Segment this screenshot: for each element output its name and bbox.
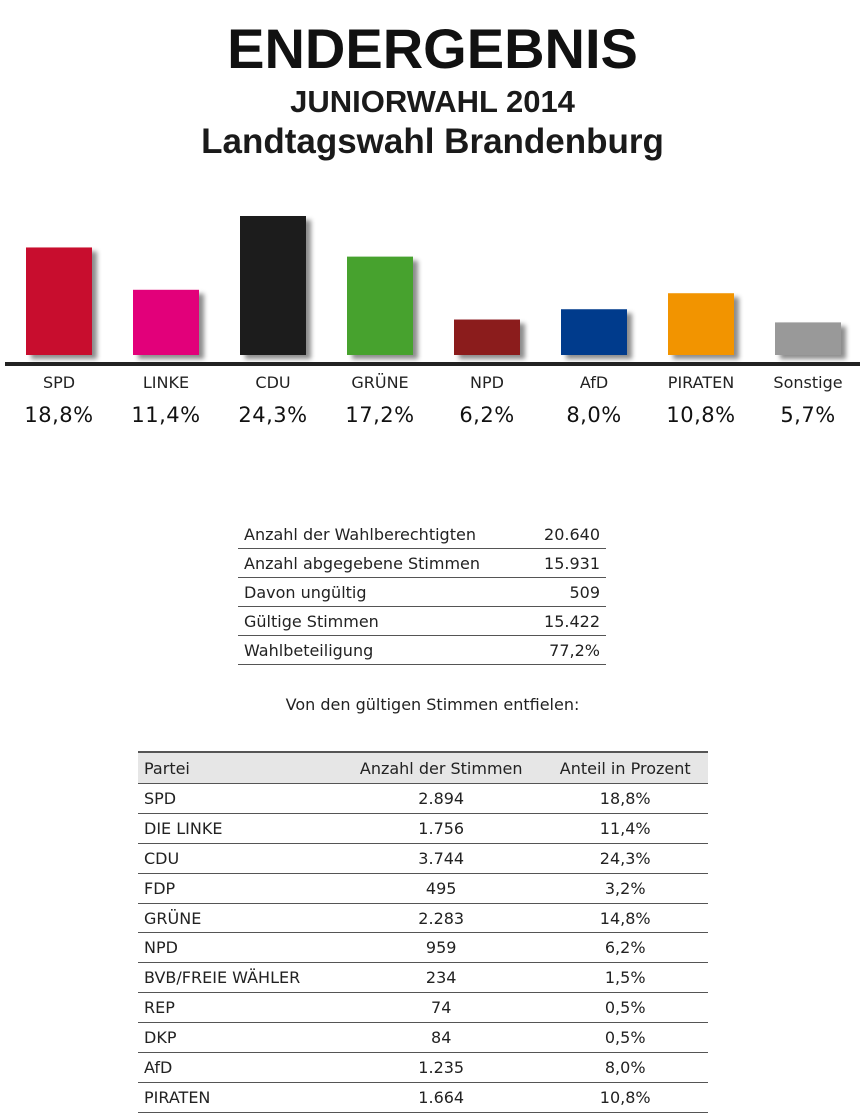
bar-sonstige — [775, 322, 841, 355]
party-cell: FDP — [138, 873, 340, 904]
tick-label: NPD — [470, 373, 504, 392]
votes-cell: 1.664 — [340, 1082, 543, 1113]
data-label: 5,7% — [780, 403, 836, 427]
page-title: ENDERGEBNIS — [227, 17, 638, 80]
table-row: BVB/FREIE WÄHLER 234 1,5% — [138, 962, 708, 994]
stats-label: Davon ungültig — [238, 577, 527, 607]
share-cell: 18,8% — [542, 783, 708, 814]
stats-value: 15.422 — [526, 606, 606, 636]
data-label: 17,2% — [345, 403, 415, 427]
party-cell: GRÜNE — [138, 903, 340, 934]
bar-npd — [454, 319, 520, 355]
bar-afd — [561, 309, 627, 355]
tick-label: GRÜNE — [351, 373, 409, 392]
table-row: AfD 1.235 8,0% — [138, 1052, 708, 1083]
votes-cell: 1.756 — [340, 813, 543, 844]
col-header-share: Anteil in Prozent — [542, 751, 708, 784]
share-cell: 11,4% — [542, 813, 708, 844]
data-label: 24,3% — [238, 403, 308, 427]
stats-label: Gültige Stimmen — [238, 606, 527, 636]
party-cell: CDU — [138, 843, 340, 874]
col-header-party: Partei — [138, 751, 340, 784]
party-cell: NPD — [138, 932, 340, 964]
share-cell: 14,8% — [542, 903, 708, 934]
stats-value: 20.640 — [526, 520, 606, 549]
bar-cdu — [240, 216, 306, 355]
stats-value: 77,2% — [526, 635, 606, 665]
table-row: DKP 84 0,5% — [138, 1022, 708, 1054]
data-label: 18,8% — [24, 403, 94, 427]
bar-spd — [26, 247, 92, 355]
stats-row: Davon ungültig 509 — [238, 577, 606, 607]
votes-cell: 1.235 — [340, 1052, 543, 1083]
share-cell: 8,0% — [542, 1052, 708, 1083]
table-row: REP 74 0,5% — [138, 992, 708, 1024]
party-cell: REP — [138, 992, 340, 1024]
party-cell: DKP — [138, 1022, 340, 1054]
party-cell: SPD — [138, 783, 340, 814]
page-subtitle-region: Landtagswahl Brandenburg — [201, 122, 664, 161]
stats-row: Wahlbeteiligung 77,2% — [238, 635, 606, 665]
share-cell: 3,2% — [542, 873, 708, 904]
table-row: PIRATEN 1.664 10,8% — [138, 1082, 708, 1113]
tick-label: PIRATEN — [667, 373, 735, 392]
chart-baseline — [5, 362, 860, 366]
share-cell: 0,5% — [542, 1022, 708, 1054]
tick-label: SPD — [42, 373, 76, 392]
party-cell: PIRATEN — [138, 1082, 340, 1113]
bar-piraten — [668, 293, 734, 355]
results-header-row: Partei Anzahl der Stimmen Anteil in Proz… — [138, 751, 708, 784]
page-subtitle: JUNIORWAHL 2014 — [290, 84, 575, 119]
votes-cell: 2.283 — [340, 903, 543, 934]
tick-label: AfD — [579, 373, 609, 392]
votes-cell: 84 — [340, 1022, 543, 1054]
votes-cell: 74 — [340, 992, 543, 1024]
share-cell: 10,8% — [542, 1082, 708, 1113]
results-intro: Von den gültigen Stimmen entfielen: — [285, 695, 580, 714]
party-cell: AfD — [138, 1052, 340, 1083]
party-cell: BVB/FREIE WÄHLER — [138, 962, 340, 994]
tick-label: LINKE — [142, 373, 190, 392]
results-table: Partei Anzahl der Stimmen Anteil in Proz… — [138, 751, 708, 1113]
share-cell: 24,3% — [542, 843, 708, 874]
share-cell: 0,5% — [542, 992, 708, 1024]
share-cell: 6,2% — [542, 932, 708, 964]
data-label: 10,8% — [666, 403, 736, 427]
stats-label: Anzahl der Wahlberechtigten — [238, 520, 527, 549]
party-cell: DIE LINKE — [138, 813, 340, 844]
data-label: 6,2% — [459, 403, 515, 427]
data-label: 11,4% — [131, 403, 201, 427]
table-row: NPD 959 6,2% — [138, 932, 708, 964]
stats-value: 509 — [526, 577, 606, 607]
bar-linke — [133, 289, 199, 355]
tick-label: CDU — [255, 373, 291, 392]
stats-row: Anzahl abgegebene Stimmen 15.931 — [238, 548, 606, 578]
share-cell: 1,5% — [542, 962, 708, 994]
table-row: SPD 2.894 18,8% — [138, 783, 708, 814]
bar-chart — [5, 216, 860, 366]
table-row: DIE LINKE 1.756 11,4% — [138, 813, 708, 844]
table-row: CDU 3.744 24,3% — [138, 843, 708, 874]
stats-row: Gültige Stimmen 15.422 — [238, 606, 606, 636]
stats-label: Wahlbeteiligung — [238, 635, 527, 665]
votes-cell: 234 — [340, 962, 543, 994]
stats-row: Anzahl der Wahlberechtigten 20.640 — [238, 520, 606, 549]
votes-cell: 3.744 — [340, 843, 543, 874]
col-header-votes: Anzahl der Stimmen — [340, 751, 543, 784]
stats-value: 15.931 — [526, 548, 606, 578]
table-row: FDP 495 3,2% — [138, 873, 708, 904]
bar-grüne — [347, 256, 413, 355]
data-label: 8,0% — [566, 403, 622, 427]
stats-label: Anzahl abgegebene Stimmen — [238, 548, 527, 578]
stats-table: Anzahl der Wahlberechtigten 20.640 Anzahl … — [238, 520, 606, 665]
votes-cell: 959 — [340, 932, 543, 964]
votes-cell: 2.894 — [340, 783, 543, 814]
votes-cell: 495 — [340, 873, 543, 904]
table-row: GRÜNE 2.283 14,8% — [138, 903, 708, 934]
tick-label: Sonstige — [773, 373, 843, 392]
